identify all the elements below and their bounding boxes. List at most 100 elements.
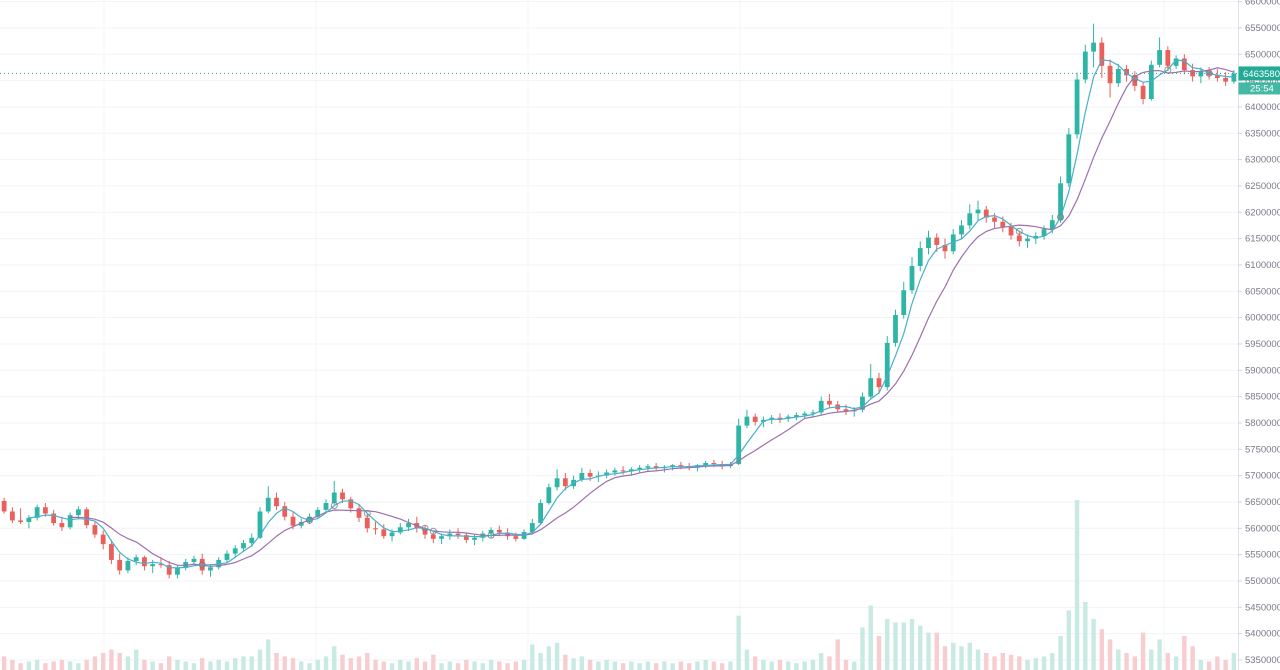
volume-bar: [398, 659, 403, 670]
candle-body: [529, 523, 535, 532]
ma-cross-markers: [198, 66, 1213, 569]
volume-bar: [414, 658, 419, 670]
ma-cross-marker: [1015, 227, 1023, 235]
candle-body: [1157, 50, 1162, 65]
candle-body: [868, 378, 874, 397]
volume-bar: [166, 656, 172, 670]
candle-body: [175, 567, 180, 575]
volume-bar: [637, 663, 642, 670]
volume-bar: [868, 605, 873, 670]
volume-bar: [728, 661, 733, 670]
volume-bar: [1066, 610, 1072, 670]
volume-bar: [951, 642, 956, 670]
volume-bar: [224, 661, 230, 670]
current-price-value: 6463580: [1243, 69, 1280, 80]
volume-bar: [497, 661, 502, 670]
volume-bar: [761, 659, 766, 670]
volume-bar: [109, 649, 114, 670]
price-tick-label: 6200000: [1245, 207, 1280, 218]
volume-bar: [464, 659, 469, 670]
candle-body: [653, 466, 659, 469]
volume-bar: [389, 663, 395, 670]
candle-body: [620, 470, 626, 472]
price-axis[interactable]: 6600000 6550000 6500000 6450000 6400000 63500…: [1238, 0, 1280, 670]
candle-body: [340, 492, 345, 500]
candle-body: [315, 509, 321, 517]
ma-cross-marker: [487, 531, 495, 539]
volume-bar: [794, 663, 799, 670]
volume-bar: [926, 632, 931, 670]
price-tick-label: 5350000: [1245, 655, 1280, 666]
volume-bar: [488, 659, 494, 670]
price-tick-label: 5500000: [1245, 576, 1280, 587]
volume-bar: [1074, 500, 1080, 670]
candle-body: [942, 244, 948, 252]
volume-bar: [1099, 629, 1105, 670]
candle-body: [142, 557, 147, 567]
price-tick-label: 6000000: [1245, 313, 1280, 324]
volume-bar: [381, 661, 386, 670]
volume-bar: [1190, 646, 1195, 670]
volume-bar: [736, 615, 741, 670]
volume-bar: [422, 661, 428, 670]
candle-body: [1173, 58, 1179, 66]
volume-bar: [1116, 649, 1121, 670]
volume-bar: [100, 653, 106, 670]
candle-body: [257, 511, 263, 538]
volume-bar: [117, 653, 122, 670]
volume-bar: [10, 659, 15, 670]
volume-bar: [1215, 656, 1220, 670]
price-tick-label: 5600000: [1245, 523, 1280, 534]
candle-body: [406, 523, 411, 528]
candles: [1, 23, 1237, 579]
volume-bar: [744, 649, 750, 670]
volume-bar: [546, 646, 552, 670]
volume-bar: [1231, 653, 1237, 670]
volume-bar: [282, 656, 287, 670]
volume-bar: [158, 663, 164, 670]
volume-bar: [1206, 661, 1212, 670]
volume-bar: [315, 659, 320, 670]
candle-body: [637, 467, 643, 470]
ma-cross-marker: [1057, 213, 1065, 221]
volume-bar: [571, 658, 576, 670]
candle-body: [100, 534, 106, 545]
candle-body: [1132, 75, 1138, 86]
ma-cross-marker: [363, 509, 371, 517]
volume-bar: [1, 656, 7, 670]
candle-body: [208, 567, 213, 571]
volume-bar: [84, 659, 89, 670]
volume-bar: [505, 663, 510, 670]
candle-body: [810, 412, 816, 414]
ma-cross-marker: [1131, 74, 1139, 82]
volume-bar: [1173, 656, 1179, 670]
candle-body: [802, 413, 808, 416]
candle-body: [232, 548, 238, 554]
volume-bar: [1050, 653, 1055, 670]
candle-body: [1181, 58, 1187, 71]
candle-body: [150, 564, 156, 567]
volume-bar: [1140, 632, 1146, 670]
candle-body: [447, 533, 453, 537]
volume-bar: [885, 619, 890, 670]
candle-body: [18, 520, 24, 522]
volume-bar: [76, 663, 81, 670]
volume-bar: [1058, 636, 1063, 670]
volume-bar: [579, 656, 585, 670]
volume-bar: [431, 654, 436, 670]
ma-cross-marker: [421, 524, 429, 532]
volume-bar: [299, 661, 304, 670]
volume-bar: [257, 649, 263, 670]
price-tick-label: 6400000: [1245, 102, 1280, 113]
candle-body: [744, 416, 750, 426]
candle-body: [917, 248, 923, 266]
candle-body: [290, 516, 296, 526]
volume-bar: [1165, 653, 1171, 670]
candle-body: [274, 497, 279, 507]
volume-bar: [1025, 659, 1030, 670]
candle-body: [777, 417, 783, 419]
candle-body: [1025, 238, 1030, 242]
volume-bar: [860, 627, 865, 670]
